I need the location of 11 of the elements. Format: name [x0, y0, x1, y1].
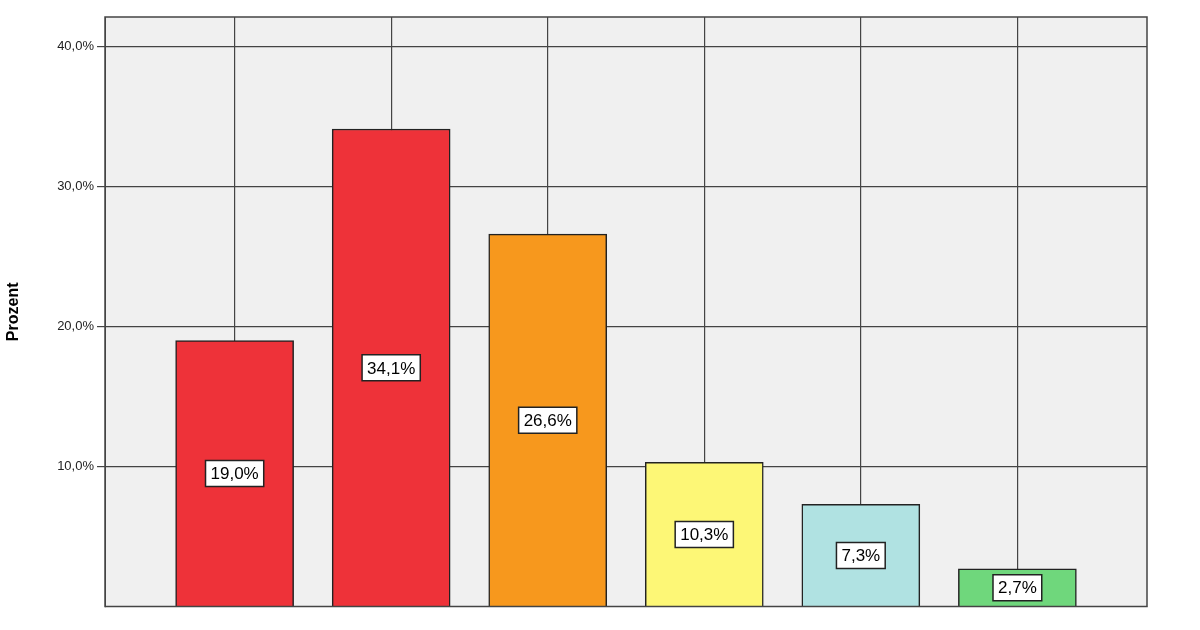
y-tick-label: 20,0% — [57, 318, 95, 334]
data-label: 2,7% — [998, 578, 1037, 598]
y-axis-title: Prozent — [4, 281, 22, 342]
data-label: 19,0% — [210, 464, 259, 484]
y-tick-label: 30,0% — [57, 178, 95, 194]
data-label: 34,1% — [367, 358, 416, 378]
y-tick-label: 40,0% — [57, 37, 95, 53]
data-label: 26,6% — [523, 411, 572, 431]
y-tick-label: 10,0% — [57, 458, 95, 474]
data-label: 7,3% — [841, 546, 881, 566]
data-label: 10,3% — [680, 525, 729, 545]
